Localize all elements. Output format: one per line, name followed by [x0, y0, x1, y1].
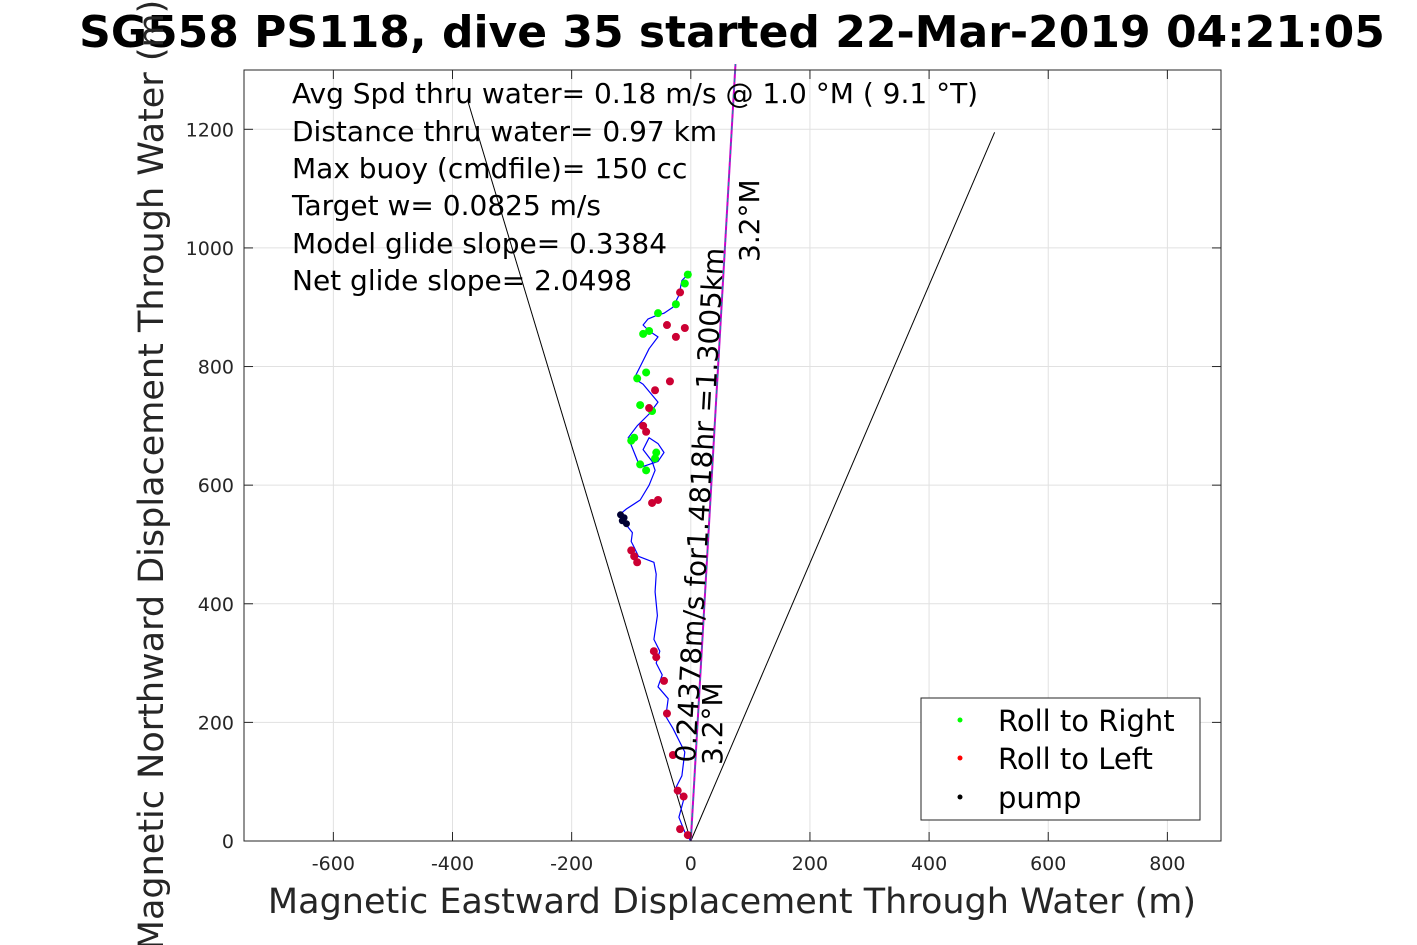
x-tick-label: -400 [431, 853, 474, 875]
x-tick-label: 200 [792, 853, 828, 875]
x-tick-label: -200 [550, 853, 593, 875]
data-layer [466, 64, 996, 842]
roll-left-point [651, 386, 660, 395]
legend-marker-pump [957, 794, 963, 800]
legend-box [920, 697, 1201, 821]
roll-left-point [648, 498, 657, 507]
roll-left-point [668, 751, 677, 760]
roll-left-point [665, 377, 674, 386]
y-tick-label: 600 [198, 475, 234, 497]
roll-right-point [652, 448, 661, 457]
y-tick-label: 200 [198, 712, 234, 734]
roll-left-point [683, 831, 692, 840]
roll-left-point [659, 676, 668, 685]
annotation-max-buoy: Max buoy (cmdfile)= 150 cc [292, 152, 687, 185]
y-tick-label: 1200 [186, 119, 234, 141]
y-tick-label: 1000 [186, 238, 234, 260]
y-tick-label: 400 [198, 594, 234, 616]
roll-left-point [662, 709, 671, 718]
annotation-block: Avg Spd thru water= 0.18 m/s @ 1.0 °M ( … [291, 77, 978, 297]
roll-left-point [676, 288, 685, 297]
roll-left-point [630, 552, 639, 561]
roll-left-point [673, 786, 682, 795]
chart-title: SG558 PS118, dive 35 started 22-Mar-2019… [79, 7, 1385, 58]
annotation-target-w: Target w= 0.0825 m/s [291, 189, 601, 222]
roll-left-point [654, 495, 663, 504]
legend-label-roll-right: Roll to Right [998, 704, 1175, 738]
legend-label-roll-left: Roll to Left [998, 742, 1153, 776]
roll-right-point [683, 270, 692, 279]
roll-left-point [680, 323, 689, 332]
roll-right-point [636, 460, 645, 469]
heading-line-dash [690, 64, 736, 842]
roll-left-point [639, 421, 648, 430]
roll-left-point [645, 404, 654, 413]
x-axis-label: Magnetic Eastward Displacement Through W… [268, 882, 1196, 922]
roll-right-point [645, 326, 654, 335]
legend-marker-roll-right [957, 717, 963, 723]
roll-left-point [649, 647, 658, 656]
legend-label-pump: pump [998, 781, 1081, 815]
y-tick-label: 0 [222, 831, 234, 853]
pump-point [617, 511, 625, 519]
roll-right-point [642, 466, 651, 475]
x-tick-label: -600 [312, 853, 355, 875]
roll-right-point [639, 329, 648, 338]
x-tick-label: 400 [911, 853, 947, 875]
roll-right-point [642, 368, 651, 377]
roll-left-point [662, 321, 671, 330]
y-tick-label: 800 [198, 357, 234, 379]
annotation-distance: Distance thru water= 0.97 km [292, 115, 717, 148]
pump-point [622, 520, 630, 528]
roll-left-point [642, 427, 651, 436]
annotation-net-glide-slope: Net glide slope= 2.0498 [292, 264, 632, 297]
glide-cone-right [690, 132, 996, 842]
y-axis-label: Magnetic Northward Displacement Through … [132, 0, 172, 945]
legend-marker-roll-left [957, 755, 963, 761]
x-tick-label: 800 [1149, 853, 1185, 875]
roll-right-point [651, 454, 660, 463]
annotation-avg-speed: Avg Spd thru water= 0.18 m/s @ 1.0 °M ( … [292, 77, 978, 110]
tick-layer: -600 -400 -200 0 200 400 600 800 0 200 400 600 800 10… [186, 70, 1221, 875]
x-tick-label: 600 [1030, 853, 1066, 875]
x-tick-label: 0 [685, 853, 697, 875]
roll-left-point [633, 558, 642, 567]
roll-right-point [630, 433, 639, 442]
roll-left-point [671, 332, 680, 341]
roll-right-point [654, 309, 663, 318]
roll-right-point [671, 300, 680, 309]
roll-left-point [676, 825, 685, 834]
heading-label-far: 3.2°M [733, 179, 766, 262]
roll-right-point [636, 401, 645, 410]
plot-frame [243, 69, 1222, 842]
roll-left-point [679, 792, 688, 801]
roll-right-point [633, 374, 642, 383]
roll-right-point [680, 279, 689, 288]
roll-left-point [627, 546, 636, 555]
glide-cone-left [466, 99, 692, 842]
heading-label-near: 3.2°M [696, 682, 729, 765]
annotation-model-glide-slope: Model glide slope= 0.3384 [292, 227, 667, 260]
legend: Roll to Right Roll to Left pump [920, 697, 1201, 821]
